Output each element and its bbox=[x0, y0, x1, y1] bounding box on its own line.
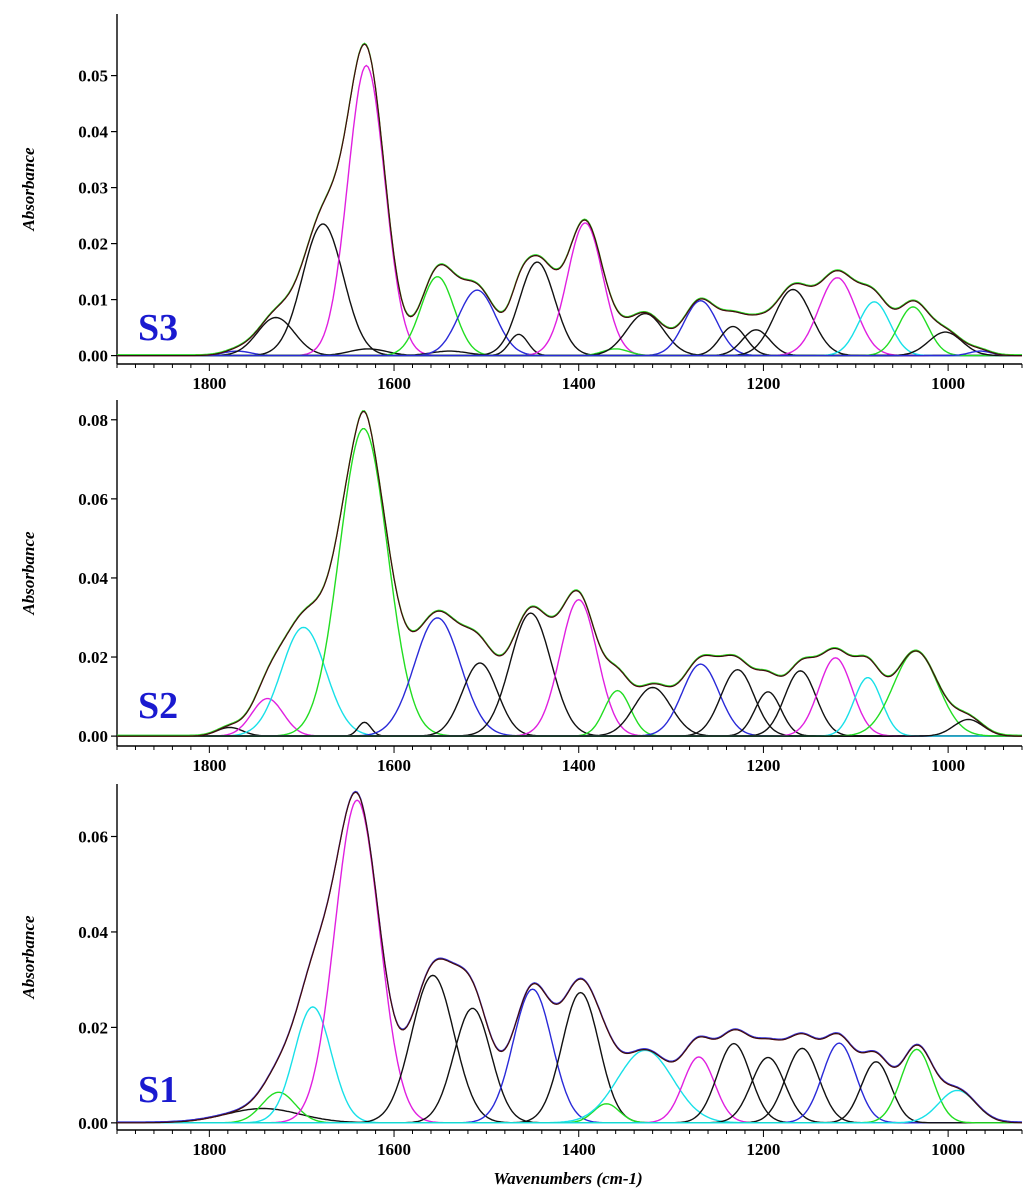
y-tick-label: 0.00 bbox=[78, 727, 108, 746]
y-tick-label: 0.00 bbox=[78, 1114, 108, 1133]
component-peak-curve bbox=[117, 650, 1022, 737]
component-peak-curve bbox=[117, 64, 1022, 357]
component-peak-curve bbox=[117, 1007, 1022, 1124]
component-peak-curve bbox=[117, 316, 1022, 357]
component-peak-curve bbox=[117, 657, 1022, 737]
component-peak-curve bbox=[117, 988, 1022, 1124]
component-peak-curve bbox=[117, 1006, 1022, 1124]
x-tick-label: 1800 bbox=[192, 374, 226, 393]
x-axis-title: Wavenumbers (cm-1) bbox=[493, 1169, 642, 1188]
sum-spectrum-curve bbox=[117, 43, 1022, 357]
component-peak-curve bbox=[117, 301, 1022, 357]
y-tick-label: 0.03 bbox=[78, 179, 108, 198]
x-tick-label: 1400 bbox=[562, 756, 596, 775]
component-peak-curve bbox=[117, 626, 1022, 737]
sum-spectrum-curve bbox=[117, 791, 1023, 1124]
component-peak-curve bbox=[117, 261, 1022, 357]
panel-s2: 0.00 0.02 0.04 0.06 0.08 1800 1600 1400 1200 1000… bbox=[19, 400, 1023, 775]
xaxis-title-group: Wavenumbers (cm-1) bbox=[493, 1169, 642, 1188]
component-peak-curve bbox=[117, 329, 1022, 357]
component-peak-curve bbox=[117, 617, 1022, 737]
x-tick-label: 1800 bbox=[192, 1140, 226, 1159]
y-axis-title: Absorbance bbox=[19, 915, 38, 1000]
panel-label-s3: S3 bbox=[138, 307, 178, 349]
component-peak-curve bbox=[117, 299, 1022, 357]
component-peak-curve bbox=[117, 428, 1022, 737]
panel-label-s2: S2 bbox=[138, 685, 178, 727]
panel-label-s1: S1 bbox=[138, 1069, 178, 1111]
x-tick-label: 1200 bbox=[746, 374, 780, 393]
x-tick-label: 1000 bbox=[931, 1140, 965, 1159]
x-tick-label: 1800 bbox=[192, 756, 226, 775]
component-peak-curve bbox=[117, 991, 1022, 1124]
x-tick-label: 1200 bbox=[746, 1140, 780, 1159]
y-tick-label: 0.04 bbox=[78, 923, 108, 942]
y-tick-label: 0.02 bbox=[78, 1018, 108, 1037]
y-tick-label: 0.05 bbox=[78, 67, 108, 86]
measured-spectrum-curve bbox=[117, 410, 1022, 737]
measured-spectrum-curve bbox=[117, 43, 1022, 357]
component-peak-curve bbox=[117, 718, 1022, 737]
x-tick-label: 1600 bbox=[377, 374, 411, 393]
fitted-envelope-curve bbox=[117, 790, 1023, 1123]
y-tick-label: 0.06 bbox=[78, 490, 108, 509]
y-tick-label: 0.02 bbox=[78, 235, 108, 254]
y-tick-label: 0.06 bbox=[78, 827, 108, 846]
component-peak-curve bbox=[117, 691, 1022, 737]
x-tick-label: 1400 bbox=[562, 1140, 596, 1159]
sum-spectrum-curve bbox=[117, 411, 1022, 737]
x-tick-label: 1600 bbox=[377, 756, 411, 775]
y-tick-label: 0.00 bbox=[78, 347, 108, 366]
y-axis-title: Absorbance bbox=[19, 147, 38, 232]
component-peak-curve bbox=[117, 612, 1022, 737]
panel-s1: 0.00 0.02 0.04 0.06 1800 1600 1400 1200 1000 Abso… bbox=[19, 784, 1023, 1159]
panel-s3: 0.00 0.01 0.02 0.03 0.04 0.05 1800 1600 1400 1200… bbox=[19, 14, 1023, 393]
component-peak-curve bbox=[117, 1091, 1022, 1124]
y-tick-label: 0.08 bbox=[78, 411, 108, 430]
y-tick-label: 0.04 bbox=[78, 123, 108, 142]
component-peak-curve bbox=[117, 325, 1022, 357]
fitted-envelope-curve bbox=[117, 42, 1022, 356]
x-tick-label: 1000 bbox=[931, 756, 965, 775]
fitted-envelope-curve bbox=[117, 410, 1022, 736]
x-tick-label: 1600 bbox=[377, 1140, 411, 1159]
component-peak-curve bbox=[117, 350, 1022, 357]
y-tick-label: 0.01 bbox=[78, 291, 108, 310]
y-tick-label: 0.02 bbox=[78, 648, 108, 667]
x-tick-label: 1200 bbox=[746, 756, 780, 775]
x-tick-label: 1400 bbox=[562, 374, 596, 393]
x-tick-label: 1000 bbox=[931, 374, 965, 393]
y-axis-title: Absorbance bbox=[19, 531, 38, 616]
component-peak-curve bbox=[117, 1089, 1023, 1124]
component-peak-curve bbox=[117, 677, 1022, 737]
y-tick-label: 0.04 bbox=[78, 569, 108, 588]
